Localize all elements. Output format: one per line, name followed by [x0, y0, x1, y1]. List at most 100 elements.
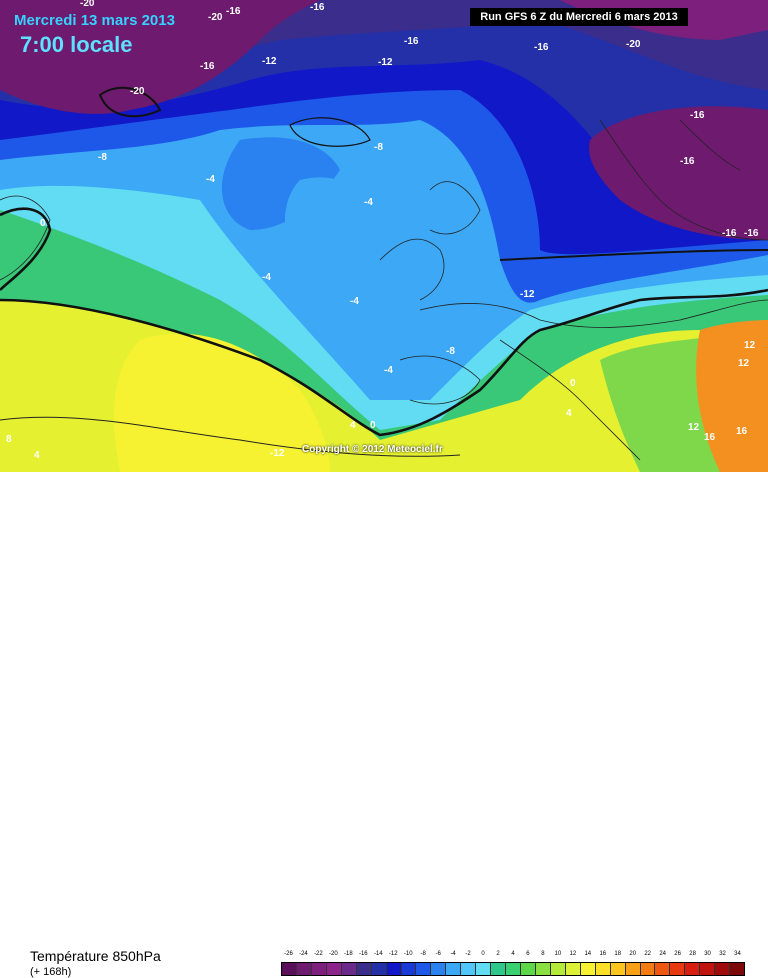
contour-label: -16	[722, 228, 737, 239]
scale-label: 6	[526, 951, 530, 957]
scale-label: 16	[599, 951, 607, 957]
scale-swatch	[580, 963, 596, 975]
scale-swatch	[730, 963, 745, 975]
isotherm-m12c	[499, 249, 768, 261]
scale-swatch	[521, 963, 536, 975]
scale-label: -4	[450, 951, 456, 957]
isotherm-m8c	[289, 117, 371, 147]
contour-label: -20	[80, 0, 95, 9]
scale-swatch	[311, 963, 327, 975]
scale-swatch	[491, 963, 507, 975]
copyright-notice: Copyright © 2012 Meteociel.fr	[302, 444, 443, 455]
scale-label: 28	[689, 951, 696, 957]
blob-m4c-2	[285, 177, 380, 268]
scale-swatch	[655, 963, 671, 975]
forecast-time: 7:00 locale	[20, 32, 133, 57]
scale-label: -8	[420, 951, 426, 957]
contour-label: -8	[374, 142, 383, 153]
blob-m6c	[221, 137, 340, 230]
scale-label: 4	[511, 951, 515, 957]
scale-swatch	[356, 963, 372, 975]
contour-label: -16	[680, 156, 695, 167]
band-20c	[696, 320, 768, 472]
scale-swatch	[431, 963, 447, 975]
scale-label: -26	[284, 951, 293, 957]
contour-label: 4	[566, 408, 572, 419]
scale-swatch	[401, 963, 417, 975]
scale-swatch	[550, 963, 566, 975]
scale-swatch	[416, 963, 432, 975]
cold-core-greenland	[0, 0, 320, 114]
contour-label: -16	[690, 110, 705, 121]
scale-swatch	[640, 963, 656, 975]
scale-swatch	[670, 963, 686, 975]
scale-label: 26	[674, 951, 681, 957]
scale-label: 2	[496, 951, 500, 957]
scale-swatch	[610, 963, 626, 975]
scale-swatch	[326, 963, 342, 975]
scale-swatch	[386, 963, 402, 975]
contour-label: -12	[520, 289, 535, 300]
scale-label: -18	[344, 951, 353, 957]
isotherm-12c	[0, 416, 461, 457]
band-14c	[114, 333, 330, 472]
contour-label: -12	[378, 57, 393, 68]
scale-label: 20	[629, 951, 637, 957]
contour-label: -4	[350, 296, 359, 307]
contour-labels: -20 -20 -16 -16 -20 -16 -12 -16 -12 -16 …	[6, 0, 759, 461]
scale-label: 0	[481, 951, 485, 957]
scale-swatch	[371, 963, 387, 975]
scale-label: -2	[465, 951, 471, 957]
scale-label: -24	[299, 951, 308, 957]
scale-swatch	[506, 963, 521, 975]
lead-time: (+ 168h)	[30, 966, 72, 978]
scale-label: 34	[734, 951, 741, 957]
scale-label: 18	[614, 951, 622, 957]
scale-swatch	[446, 963, 462, 975]
scale-swatch	[461, 963, 477, 975]
contour-label: -16	[226, 6, 241, 17]
scale-label: -14	[373, 951, 383, 957]
scale-swatch	[296, 963, 312, 975]
color-scale-labels: -26 -24 -22 -20 -18 -16 -14 -12 -10 -8 -6 -4 -2 0 2 4 6 8…	[281, 951, 745, 961]
scale-swatch	[565, 963, 581, 975]
scale-label: 24	[659, 951, 666, 957]
contour-label: -20	[626, 39, 641, 50]
contour-label: -8	[446, 346, 455, 357]
isotherm-m20c	[98, 86, 162, 118]
scale-label: 12	[569, 951, 577, 957]
scale-swatch	[341, 963, 357, 975]
contour-label: 8	[6, 434, 12, 445]
scale-label: -10	[403, 951, 413, 957]
contour-label: 0	[370, 420, 376, 431]
scale-label: 14	[584, 951, 592, 957]
contour-label: 12	[744, 340, 756, 351]
scale-label: -20	[329, 951, 338, 957]
coastlines	[0, 119, 768, 461]
contour-label: -20	[130, 86, 145, 97]
forecast-date: Mercredi 13 mars 2013	[14, 12, 175, 29]
scale-swatch	[282, 963, 297, 975]
contour-label: -16	[534, 42, 549, 53]
contour-label: -12	[270, 448, 285, 459]
contour-label: -4	[262, 272, 271, 283]
contour-label: -4	[364, 197, 373, 208]
contour-label: -4	[206, 174, 215, 185]
contour-label: 12	[688, 422, 700, 433]
scale-label: 30	[704, 951, 711, 957]
scale-label: 32	[719, 951, 726, 957]
contour-label: -20	[208, 12, 223, 23]
contour-label: 4	[350, 420, 356, 431]
scale-swatch	[625, 963, 641, 975]
contour-label: 0	[570, 378, 576, 389]
contour-label: 16	[704, 432, 716, 443]
contour-label: -4	[384, 365, 393, 376]
scale-swatch	[715, 963, 731, 975]
scale-label: -12	[388, 951, 398, 957]
scale-label: 22	[644, 951, 652, 957]
legend-footer: Température 850hPa (+ 168h) -26 -24 -22 -20…	[0, 472, 768, 978]
scale-swatch	[685, 963, 701, 975]
scale-swatch	[700, 963, 716, 975]
scale-label: -6	[435, 951, 441, 957]
contour-label: 16	[736, 426, 748, 437]
